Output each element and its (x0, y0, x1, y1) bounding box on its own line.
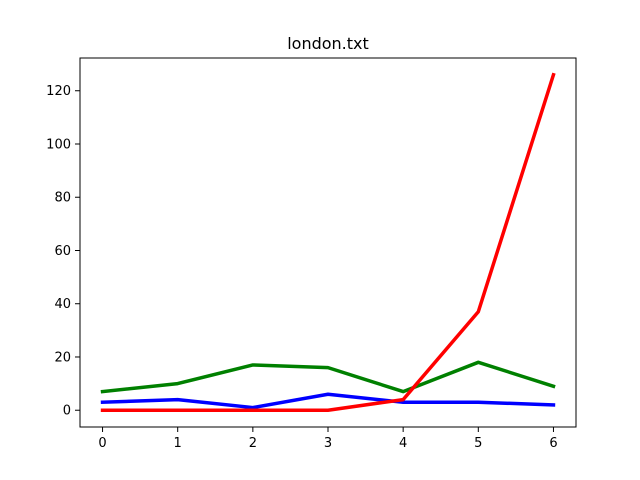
plot-frame (79, 57, 577, 428)
series-line-2 (100, 72, 556, 412)
series-line-0 (100, 360, 556, 394)
x-tick-label: 5 (474, 436, 482, 451)
x-tick-label: 1 (174, 436, 182, 451)
y-tick-label: 0 (63, 404, 71, 419)
chart-title: london.txt (287, 34, 369, 53)
y-tick-label: 40 (54, 297, 71, 312)
y-tick-label: 100 (46, 137, 71, 152)
x-tick-label: 3 (324, 436, 332, 451)
series-layer (100, 72, 556, 412)
y-tick-label: 120 (46, 84, 71, 99)
y-tick-label: 20 (54, 350, 71, 365)
x-tick-label: 0 (98, 436, 106, 451)
series-line-1 (100, 392, 556, 410)
y-tick-label: 80 (54, 191, 71, 206)
x-tick-label: 2 (249, 436, 257, 451)
x-tick-label: 4 (399, 436, 407, 451)
x-tick-label: 6 (549, 436, 557, 451)
y-tick-label: 60 (54, 244, 71, 259)
